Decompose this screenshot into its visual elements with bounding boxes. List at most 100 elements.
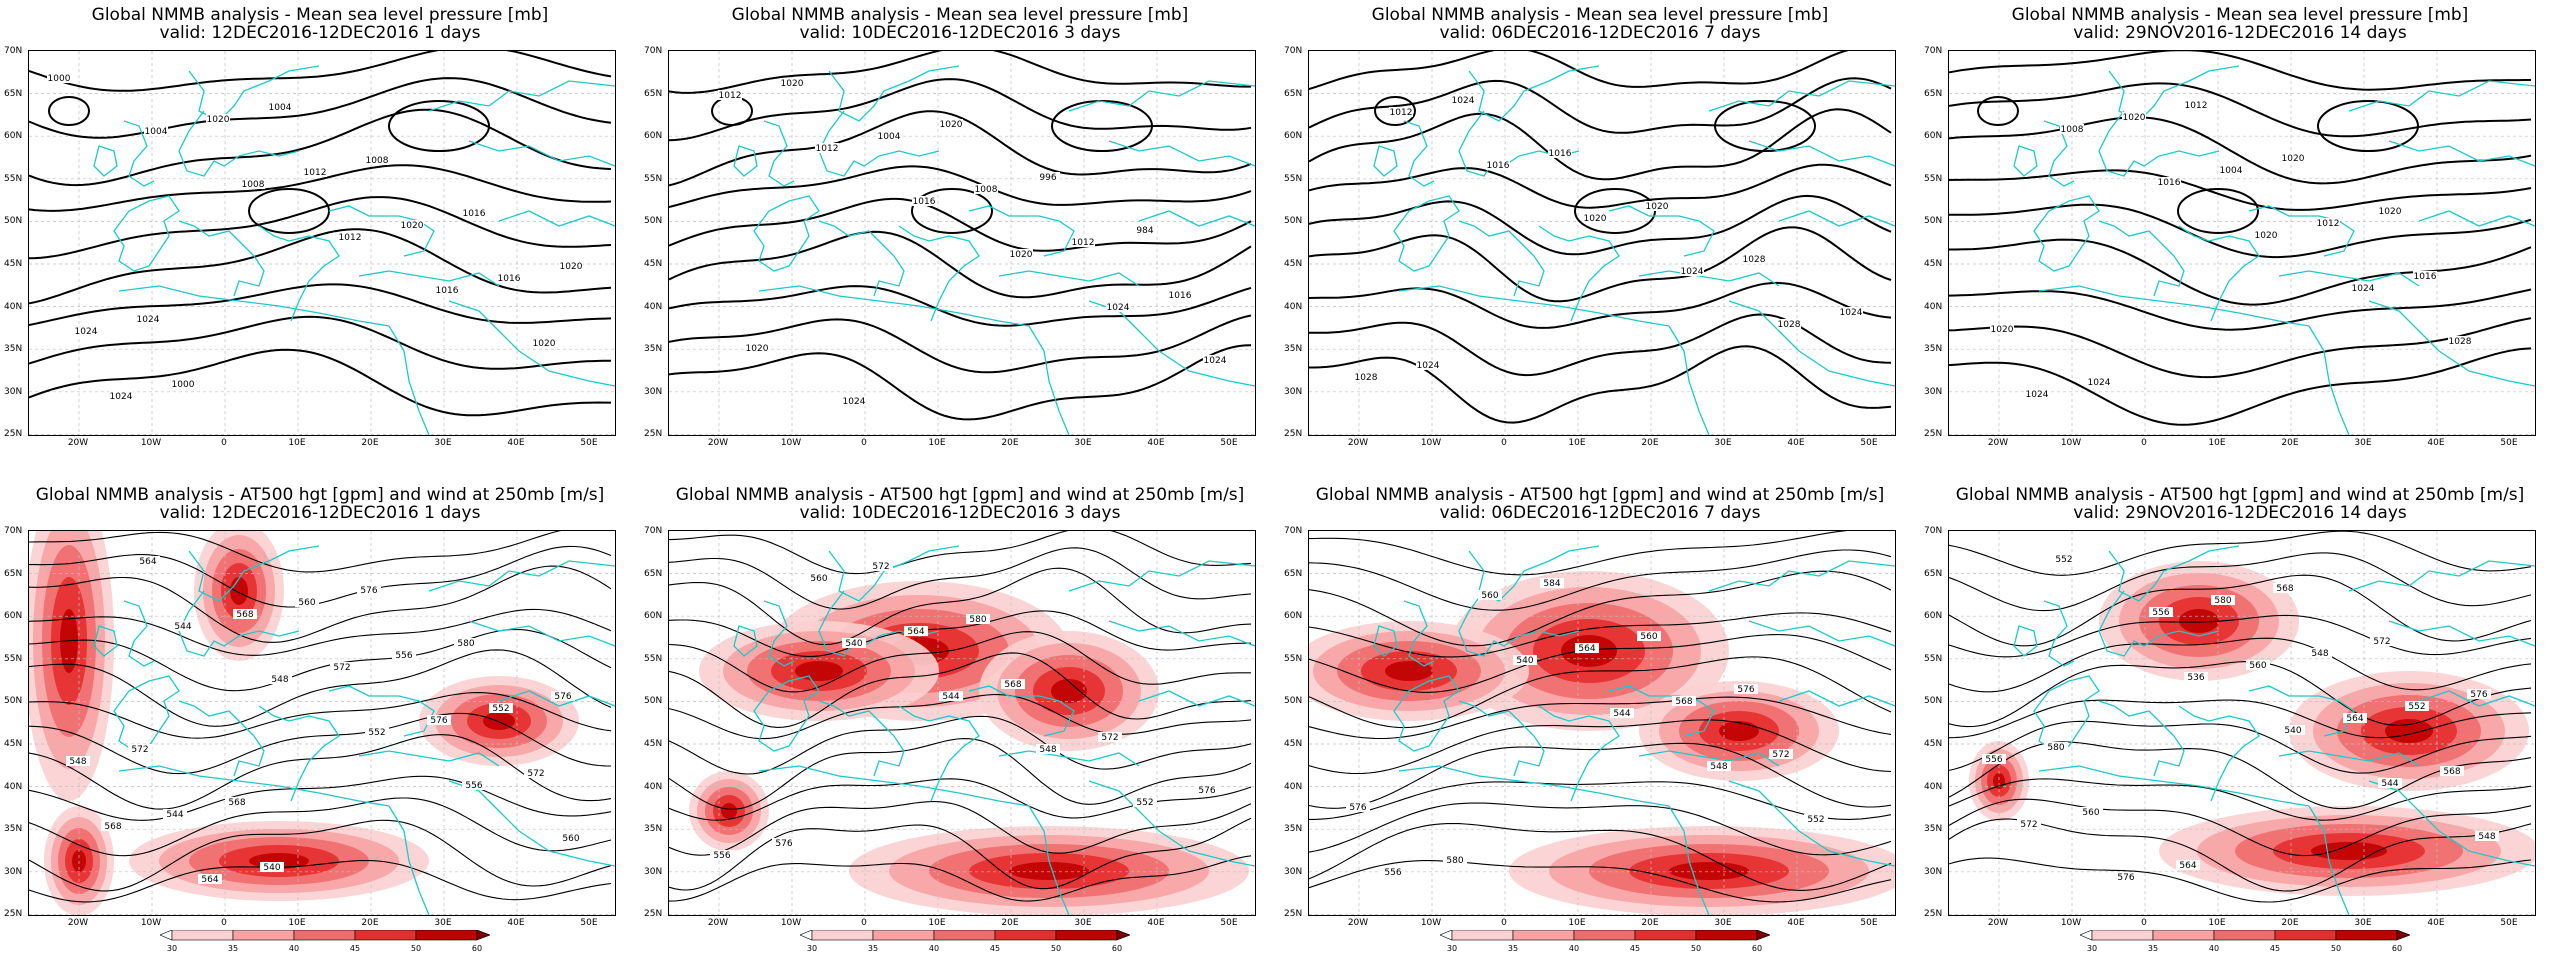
isobar-line [29,77,612,139]
longitude-tick-label: 50E [580,918,598,928]
latitude-tick-label: 70N [644,46,663,56]
latitude-tick-label: 25N [1284,429,1303,440]
longitude-tick-label: 20W [1987,438,2009,448]
longitude-tick-label: 20E [361,918,379,928]
contour-label-bg [815,143,839,153]
contour-label-bg [2079,807,2103,817]
longitude-tick-label: 30E [1714,438,1732,448]
colorbar-tick-label: 35 [2148,944,2158,953]
coastline [2368,300,2535,387]
height-contour-line [1309,570,1892,647]
contour-label-bg [1381,867,1405,877]
contour-label: 1012 [719,91,742,101]
isobar-line [1309,194,1892,256]
contour-label-bg [2370,636,2394,646]
coastline [1398,765,1670,807]
latitude-tick-label: 55N [1924,173,1943,184]
longitude-tick-label: 10E [2208,438,2226,448]
coastline [1068,560,1255,592]
longitude-tick-label: 50E [1220,438,1238,448]
contour-label-bg [330,662,354,672]
longitude-tick-label: 20W [707,438,729,448]
contour-label-bg [2475,831,2499,841]
contour-label-bg [1443,855,1467,865]
contour-label: 564 [907,627,924,637]
contour-label-bg [2157,177,2181,187]
contour-label-bg [2405,701,2429,711]
coastline [828,545,960,602]
contour-label: 1024 [137,315,160,325]
latitude-tick-label: 45N [1284,259,1303,269]
contour-label-bg [1001,679,1025,689]
contour-label: 1008 [366,156,389,166]
coastline [2348,560,2535,592]
panel-valid-period: valid: 06DEC2016-12DEC2016 7 days [1439,23,1761,43]
contour-label: 540 [1516,656,1533,666]
isobar-line [29,348,611,417]
contour-label-bg [2440,766,2464,776]
colorbar-tick-label: 50 [1691,944,1701,953]
contour-label: 552 [2055,555,2072,565]
height-contour-line [1949,818,2532,892]
coastline [2033,675,2100,752]
contour-label: 1020 [746,344,769,354]
coastline [188,65,320,122]
contour-label-bg [2184,672,2208,682]
pressure-center-contour [2177,188,2259,234]
isobar-line [1949,203,2532,259]
longitude-tick-label: 40E [2427,918,2445,928]
latitude-tick-label: 50N [644,696,663,707]
contour-label-bg [171,379,195,389]
longitude-tick-label: 20W [1347,918,1369,928]
coastline [1538,225,1620,322]
contour-label: 1004 [2220,166,2243,176]
height-contour-line [29,608,612,656]
coastline [1458,220,1545,297]
longitude-tick-label: 40E [1787,918,1805,928]
colorbar-tick-label: 40 [1569,944,1579,953]
panel-title: Global NMMB analysis - AT500 hgt [gpm] a… [675,485,1245,505]
longitude-tick-label: 0 [2141,438,2147,448]
contour-label-bg [551,691,575,701]
latitude-tick-label: 45N [644,259,663,269]
contour-label-bg [1346,802,1370,812]
latitude-tick-label: 70N [1924,46,1943,56]
longitude-tick-label: 20E [1001,918,1019,928]
colorbar-tick-label: 35 [1508,944,1518,953]
contour-label: 572 [2373,637,2390,647]
coastline [2038,285,2310,327]
isobar-line [29,315,611,370]
coastline [2418,690,2535,707]
contour-label: 568 [236,610,253,620]
coastline [428,560,615,592]
coastline [2013,145,2038,177]
contour-label: 1016 [436,286,459,296]
height-contour-line [1949,798,2532,857]
coastline [818,700,905,777]
coastline [123,600,155,667]
longitude-tick-label: 0 [1501,918,1507,928]
panel-title: Global NMMB analysis - Mean sea level pr… [2011,5,2469,25]
latitude-tick-label: 25N [644,429,663,440]
map-svg: 540 544 548 552 556 560 564 568 572 576 580 584 560 5… [1309,531,1895,915]
coastline [2178,705,2260,802]
contour-label: 560 [1640,632,1657,642]
latitude-tick-label: 25N [1284,909,1303,920]
latitude-tick-label: 65N [4,568,23,579]
panel-valid-period: valid: 06DEC2016-12DEC2016 7 days [1439,503,1761,523]
contour-label: 1016 [1549,149,1572,159]
contour-label: 576 [554,692,571,702]
coastline [1468,65,1600,122]
longitude-tick-label: 20E [2281,438,2299,448]
contour-label: 1016 [2158,178,2181,188]
colorbar-segment [1451,929,1514,941]
latitude-tick-label: 60N [4,611,23,622]
contour-label-bg [454,638,478,648]
contour-label-bg [66,756,90,766]
contour-label-bg [1680,266,1704,276]
longitude-tick-label: 20W [1347,438,1369,448]
contour-label-bg [1098,732,1122,742]
panel-valid-period: valid: 12DEC2016-12DEC2016 1 days [159,23,481,43]
contour-label: 1012 [2185,101,2208,111]
contour-label-bg [1133,225,1157,235]
